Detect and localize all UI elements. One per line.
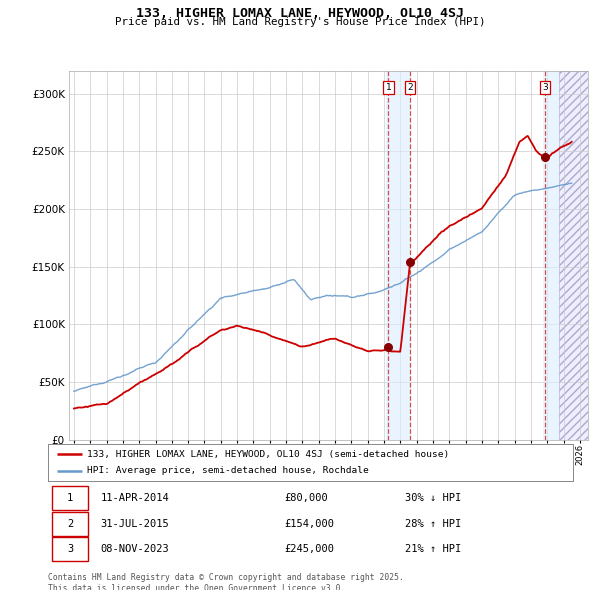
Text: 2: 2: [67, 519, 73, 529]
Text: Contains HM Land Registry data © Crown copyright and database right 2025.
This d: Contains HM Land Registry data © Crown c…: [48, 573, 404, 590]
Bar: [559, 71, 588, 440]
Text: HPI: Average price, semi-detached house, Rochdale: HPI: Average price, semi-detached house,…: [88, 467, 369, 476]
Text: Price paid vs. HM Land Registry's House Price Index (HPI): Price paid vs. HM Land Registry's House …: [115, 17, 485, 27]
Text: 2: 2: [407, 83, 413, 92]
Text: 21% ↑ HPI: 21% ↑ HPI: [405, 544, 461, 554]
Bar: [543, 71, 559, 440]
Text: 3: 3: [67, 544, 73, 554]
Text: 31-JUL-2015: 31-JUL-2015: [101, 519, 169, 529]
Text: 1: 1: [386, 83, 391, 92]
Text: 11-APR-2014: 11-APR-2014: [101, 493, 169, 503]
Bar: [386, 71, 411, 440]
Text: £80,000: £80,000: [284, 493, 328, 503]
Text: 28% ↑ HPI: 28% ↑ HPI: [405, 519, 461, 529]
Bar: [559, 71, 588, 440]
FancyBboxPatch shape: [52, 486, 88, 510]
Text: 08-NOV-2023: 08-NOV-2023: [101, 544, 169, 554]
Text: 3: 3: [542, 83, 548, 92]
FancyBboxPatch shape: [52, 512, 88, 536]
Text: 1: 1: [67, 493, 73, 503]
Text: 133, HIGHER LOMAX LANE, HEYWOOD, OL10 4SJ (semi-detached house): 133, HIGHER LOMAX LANE, HEYWOOD, OL10 4S…: [88, 450, 449, 458]
Text: £245,000: £245,000: [284, 544, 334, 554]
Text: £154,000: £154,000: [284, 519, 334, 529]
Text: 30% ↓ HPI: 30% ↓ HPI: [405, 493, 461, 503]
Text: 133, HIGHER LOMAX LANE, HEYWOOD, OL10 4SJ: 133, HIGHER LOMAX LANE, HEYWOOD, OL10 4S…: [136, 7, 464, 20]
FancyBboxPatch shape: [52, 537, 88, 561]
